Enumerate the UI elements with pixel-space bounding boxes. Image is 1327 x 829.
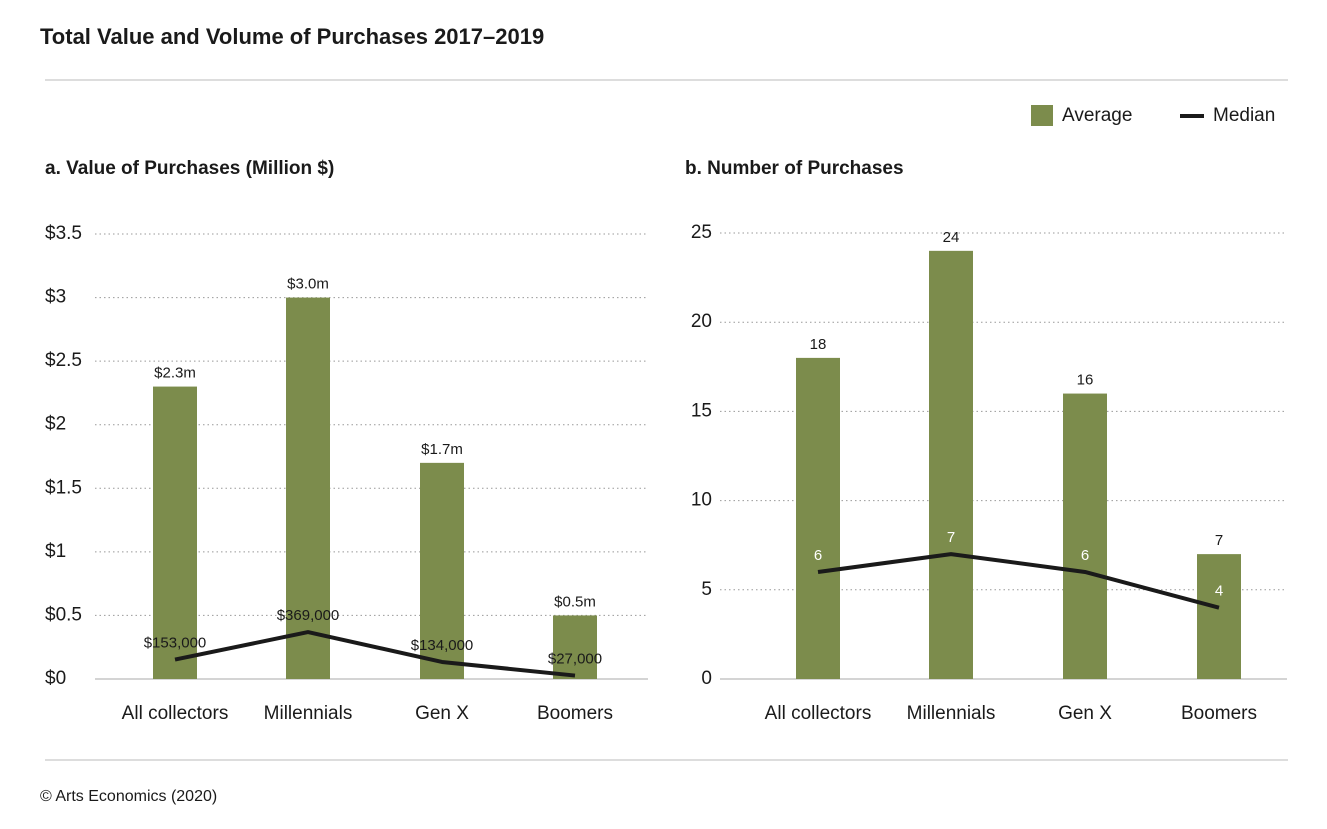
bar [929, 250, 973, 679]
median-line [817, 552, 1220, 610]
y-tick-label: 10 [691, 490, 712, 511]
bar-value-label: $3.0m [287, 276, 329, 293]
bar [153, 386, 197, 679]
bar-value-label: $0.5m [554, 593, 596, 610]
y-tick-label: $2.5 [45, 350, 82, 371]
legend-label: Average [1062, 105, 1132, 126]
chart-title: a. Value of Purchases (Million $) [45, 158, 334, 179]
legend-label: Median [1213, 105, 1275, 126]
line-value-label: 6 [1081, 547, 1089, 564]
line-value-label: 6 [814, 547, 822, 564]
bar-value-label: $1.7m [421, 441, 463, 458]
x-tick-label: All collectors [765, 703, 872, 724]
x-tick-label: All collectors [122, 703, 229, 724]
y-tick-label: 20 [691, 311, 712, 332]
line-value-label: $134,000 [411, 637, 474, 654]
bar-value-label: 16 [1077, 372, 1094, 389]
line-value-label: $369,000 [277, 607, 340, 624]
line-value-label: 4 [1215, 583, 1223, 600]
x-tick-label: Boomers [1181, 703, 1257, 724]
median-line [174, 630, 576, 678]
y-tick-label: $2 [45, 414, 66, 435]
legend-swatch [1031, 105, 1053, 126]
y-tick-label: $1.5 [45, 477, 82, 498]
x-tick-label: Boomers [537, 703, 613, 724]
page-title: Total Value and Volume of Purchases 2017… [40, 24, 544, 49]
bar [420, 462, 464, 679]
bar-value-label: 7 [1215, 532, 1223, 549]
y-tick-label: 5 [701, 579, 712, 600]
y-tick-label: $3 [45, 287, 66, 308]
y-tick-label: 25 [691, 222, 712, 243]
line-value-label: 7 [947, 529, 955, 546]
line-value-label: $27,000 [548, 651, 602, 668]
bar [553, 615, 597, 679]
y-tick-label: $3.5 [45, 223, 82, 244]
source: © Arts Economics (2020) [40, 788, 217, 805]
bar-value-label: 24 [943, 229, 960, 246]
y-tick-label: 15 [691, 400, 712, 421]
chart-title: b. Number of Purchases [685, 158, 904, 179]
y-tick-label: $0 [45, 668, 66, 689]
bar [796, 357, 840, 679]
bar [1197, 554, 1241, 679]
line-value-label: $153,000 [144, 635, 207, 652]
y-tick-label: 0 [701, 668, 712, 689]
bar-value-label: $2.3m [154, 365, 196, 382]
x-tick-label: Gen X [1058, 703, 1112, 724]
bar-value-label: 18 [810, 336, 827, 353]
bar [1063, 393, 1107, 679]
legend: Average Median [1031, 105, 1275, 126]
y-tick-label: $0.5 [45, 604, 82, 625]
y-tick-label: $1 [45, 541, 66, 562]
x-tick-label: Millennials [264, 703, 353, 724]
x-tick-label: Gen X [415, 703, 469, 724]
x-tick-label: Millennials [907, 703, 996, 724]
bar [286, 297, 330, 679]
